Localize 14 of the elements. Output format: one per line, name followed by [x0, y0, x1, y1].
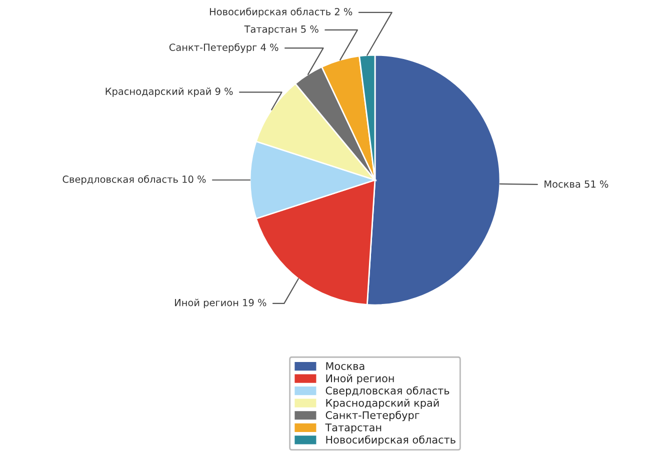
- category-label: Иной регион 19 %: [175, 298, 266, 308]
- legend-label: Иной регион: [326, 374, 394, 384]
- legend-label: Новосибирская область: [326, 435, 456, 446]
- legend-label: Татарстан: [325, 424, 382, 434]
- legend-label: Свердловская область: [326, 386, 450, 397]
- legend-label: Санкт-Петербург: [326, 410, 420, 422]
- category-label: Москва 51 %: [544, 180, 608, 188]
- category-label: Свердловская область 10 %: [62, 175, 206, 185]
- category-label: Санкт-Петербург 4 %: [169, 43, 278, 53]
- category-label: Новосибирская область 2 %: [210, 8, 352, 18]
- category-label: Краснодарский край 9 %: [106, 88, 233, 97]
- category-label: Татарстан 5 %: [244, 25, 318, 35]
- legend-label: Москва: [326, 362, 364, 370]
- legend-label: Краснодарский край: [326, 398, 439, 409]
